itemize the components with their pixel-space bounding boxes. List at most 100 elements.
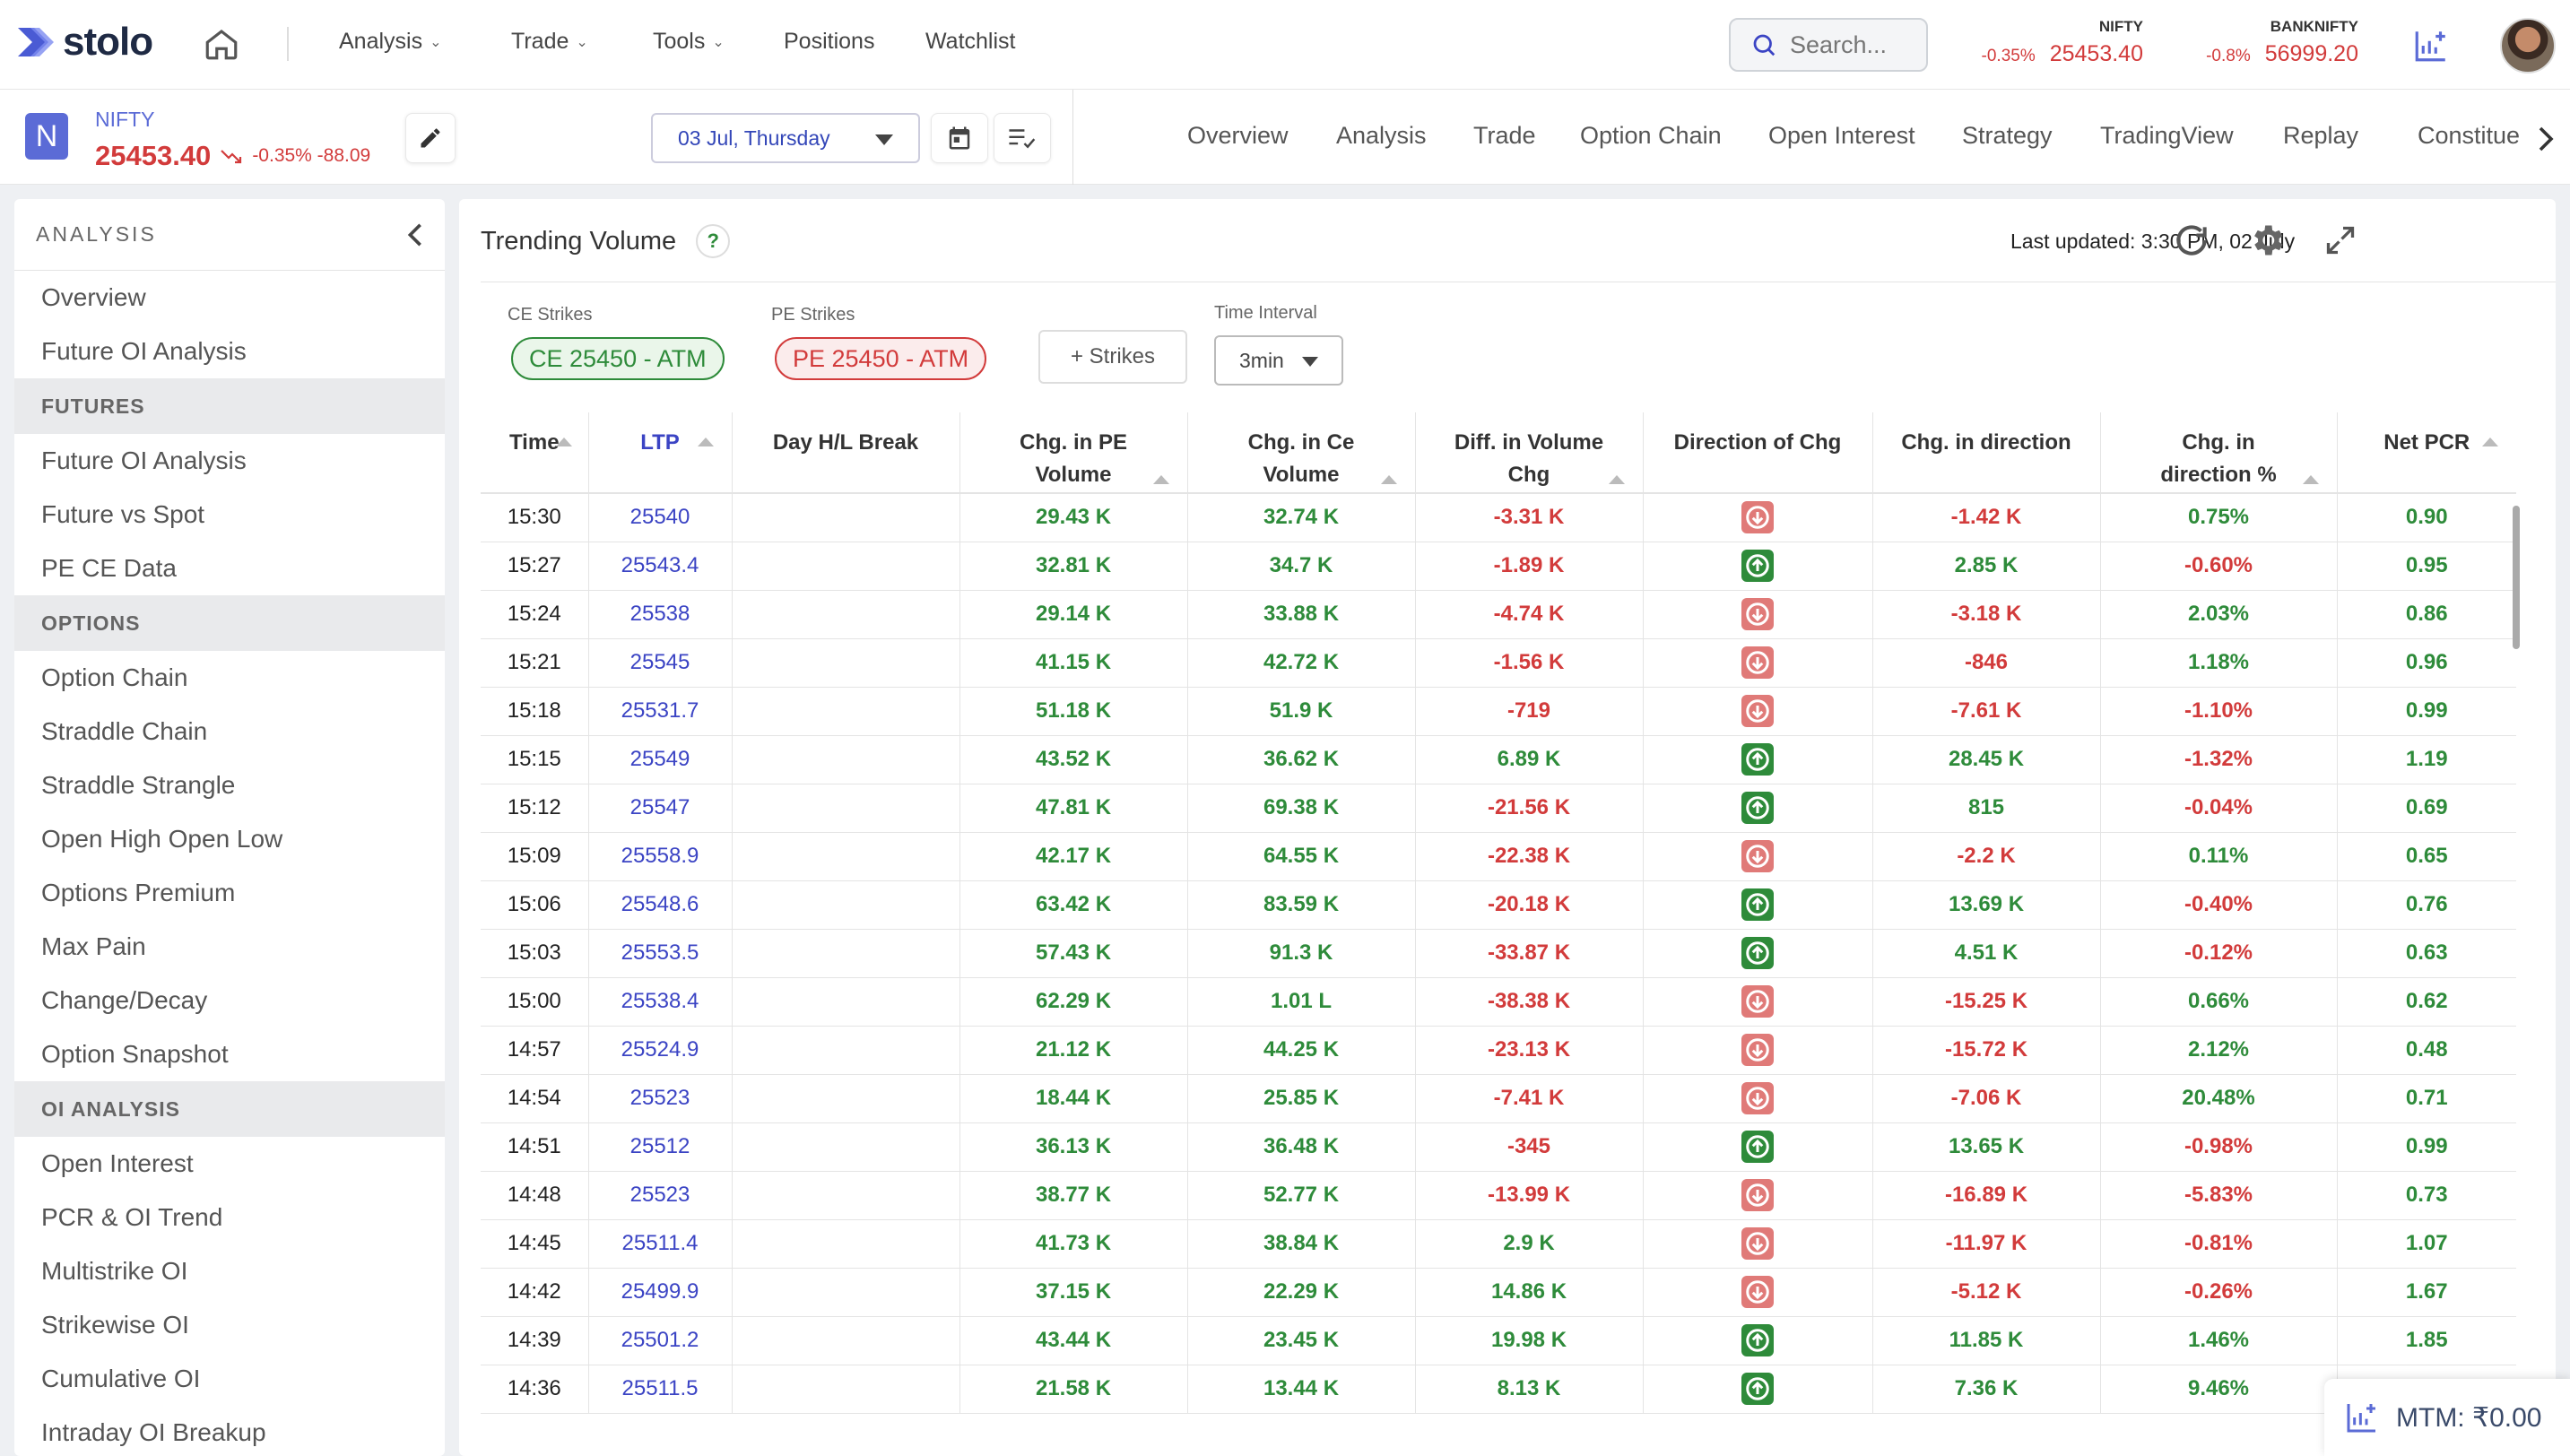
ltp-cell[interactable]: 25540 [588, 493, 733, 542]
sidebar-item-future-oi-analysis-2[interactable]: Future OI Analysis [41, 446, 247, 474]
nav-analysis[interactable]: Analysis ⌄ [339, 29, 442, 55]
time-cell: 15:18 [481, 687, 589, 736]
net-pcr-cell: 0.69 [2337, 784, 2516, 833]
calendar-button[interactable] [931, 113, 988, 163]
tab-replay[interactable]: Replay [2283, 122, 2359, 149]
ltp-cell[interactable]: 25523 [588, 1074, 733, 1123]
chg-direction-pct-cell: -0.04% [2100, 784, 2338, 833]
expiry-select[interactable]: 03 Jul, Thursday [651, 113, 920, 163]
add-strikes-button[interactable]: + Strikes [1038, 330, 1187, 384]
tab-overview[interactable]: Overview [1187, 122, 1289, 149]
ltp-cell[interactable]: 25512 [588, 1122, 733, 1172]
ce-strike-chip[interactable]: CE 25450 - ATM [511, 337, 725, 380]
sidebar-item-straddle-chain[interactable]: Straddle Chain [41, 717, 208, 745]
mtm-widget[interactable]: MTM: ₹0.00 [2324, 1379, 2570, 1456]
ltp-cell[interactable]: 25531.7 [588, 687, 733, 736]
ltp-cell[interactable]: 25523 [588, 1171, 733, 1220]
ltp-cell[interactable]: 25548.6 [588, 880, 733, 930]
net-pcr-cell: 1.19 [2337, 735, 2516, 784]
search-input[interactable] [1790, 30, 1915, 59]
chg-direction-cell: -16.89 K [1872, 1171, 2101, 1220]
col-net-pcr[interactable]: Net PCR [2337, 412, 2516, 494]
pe-strikes-label: PE Strikes [771, 305, 855, 325]
pe-volume-cell: 63.42 K [959, 880, 1188, 930]
col-ltp[interactable]: LTP [588, 412, 733, 494]
col-chg-ce-volume[interactable]: Chg. in Ce Volume [1187, 412, 1416, 494]
nav-positions[interactable]: Positions [784, 29, 875, 54]
sidebar-item-strikewise-oi[interactable]: Strikewise OI [41, 1311, 189, 1339]
nav-trade[interactable]: Trade ⌄ [511, 29, 588, 55]
sidebar-item-open-high-open-low[interactable]: Open High Open Low [41, 825, 283, 853]
hl-break-cell [732, 1171, 960, 1220]
tab-trade[interactable]: Trade [1473, 122, 1536, 149]
list-filter-button[interactable] [994, 113, 1051, 163]
sidebar-item-open-interest[interactable]: Open Interest [41, 1149, 194, 1177]
sidebar-item-options-premium[interactable]: Options Premium [41, 879, 236, 906]
sidebar-item-future-oi-analysis[interactable]: Future OI Analysis [41, 337, 247, 365]
ltp-cell[interactable]: 25547 [588, 784, 733, 833]
ltp-cell[interactable]: 25538.4 [588, 977, 733, 1027]
nav-tools[interactable]: Tools ⌄ [653, 29, 725, 55]
chevron-right-icon[interactable] [2522, 117, 2570, 161]
ltp-cell[interactable]: 25545 [588, 638, 733, 688]
sidebar-item-option-snapshot[interactable]: Option Snapshot [41, 1040, 229, 1068]
sidebar-section-oi-analysis: OI ANALYSIS [14, 1081, 445, 1137]
ltp-cell[interactable]: 25543.4 [588, 542, 733, 591]
sidebar-item-multistrike-oi[interactable]: Multistrike OI [41, 1257, 188, 1285]
collapse-chevron-icon[interactable] [407, 222, 423, 253]
hl-break-cell [732, 542, 960, 591]
sidebar-item-option-chain[interactable]: Option Chain [41, 663, 188, 691]
ltp-cell[interactable]: 25511.5 [588, 1365, 733, 1414]
ltp-cell[interactable]: 25558.9 [588, 832, 733, 881]
sidebar-item-future-vs-spot[interactable]: Future vs Spot [41, 500, 205, 528]
sidebar-item-pe-ce-data[interactable]: PE CE Data [41, 554, 177, 582]
ltp-cell[interactable]: 25524.9 [588, 1026, 733, 1075]
tab-open-interest[interactable]: Open Interest [1768, 122, 1915, 149]
search-box[interactable] [1729, 18, 1928, 72]
brand-logo[interactable]: stolo [16, 20, 153, 65]
gear-icon[interactable] [2247, 221, 2287, 264]
tab-analysis[interactable]: Analysis [1336, 122, 1427, 149]
ltp-cell[interactable]: 25501.2 [588, 1316, 733, 1365]
table-scrollbar[interactable] [2513, 506, 2520, 649]
edit-symbol-button[interactable] [405, 113, 456, 163]
tab-constituents[interactable]: Constitue [2418, 122, 2521, 149]
sidebar-item-intraday-oi-breakup[interactable]: Intraday OI Breakup [41, 1418, 266, 1446]
symbol-name[interactable]: NIFTY [95, 108, 155, 131]
col-chg-pe-volume[interactable]: Chg. in PE Volume [959, 412, 1188, 494]
sidebar-item-pcr-oi-trend[interactable]: PCR & OI Trend [41, 1203, 223, 1231]
col-time[interactable]: Time [481, 412, 589, 494]
nav-watchlist[interactable]: Watchlist [925, 29, 1016, 54]
sidebar-item-cumulative-oi[interactable]: Cumulative OI [41, 1365, 201, 1392]
pe-volume-cell: 29.14 K [959, 590, 1188, 639]
sidebar-item-change-decay[interactable]: Change/Decay [41, 986, 208, 1014]
help-icon[interactable]: ? [696, 224, 731, 258]
add-chart-icon[interactable] [2412, 27, 2450, 69]
col-diff-volume-chg[interactable]: Diff. in Volume Chg [1415, 412, 1644, 494]
ltp-cell[interactable]: 25499.9 [588, 1268, 733, 1317]
sidebar-item-overview[interactable]: Overview [41, 283, 146, 311]
expand-icon[interactable] [2324, 224, 2357, 261]
ticker-nifty[interactable]: NIFTY -0.35% 25453.40 [1964, 18, 2143, 67]
ticker-banknifty[interactable]: BANKNIFTY -0.8% 56999.20 [2179, 18, 2358, 67]
home-icon[interactable] [203, 25, 240, 67]
ce-volume-cell: 33.88 K [1187, 590, 1416, 639]
net-pcr-cell: 0.99 [2337, 1122, 2516, 1172]
ce-volume-cell: 25.85 K [1187, 1074, 1416, 1123]
refresh-icon[interactable] [2172, 221, 2211, 264]
sidebar-item-max-pain[interactable]: Max Pain [41, 932, 146, 960]
tab-strategy[interactable]: Strategy [1962, 122, 2053, 149]
symbol-price: 25453.40 [95, 140, 212, 171]
chg-direction-cell: -11.97 K [1872, 1219, 2101, 1269]
tab-option-chain[interactable]: Option Chain [1580, 122, 1722, 149]
ltp-cell[interactable]: 25549 [588, 735, 733, 784]
user-avatar[interactable] [2500, 18, 2556, 74]
ltp-cell[interactable]: 25553.5 [588, 929, 733, 978]
ltp-cell[interactable]: 25511.4 [588, 1219, 733, 1269]
col-chg-in-direction-pct[interactable]: Chg. in direction % [2100, 412, 2338, 494]
sidebar-item-straddle-strangle[interactable]: Straddle Strangle [41, 771, 236, 799]
time-interval-select[interactable]: 3min [1214, 335, 1343, 386]
tab-tradingview[interactable]: TradingView [2100, 122, 2234, 149]
ltp-cell[interactable]: 25538 [588, 590, 733, 639]
pe-strike-chip[interactable]: PE 25450 - ATM [775, 337, 987, 380]
